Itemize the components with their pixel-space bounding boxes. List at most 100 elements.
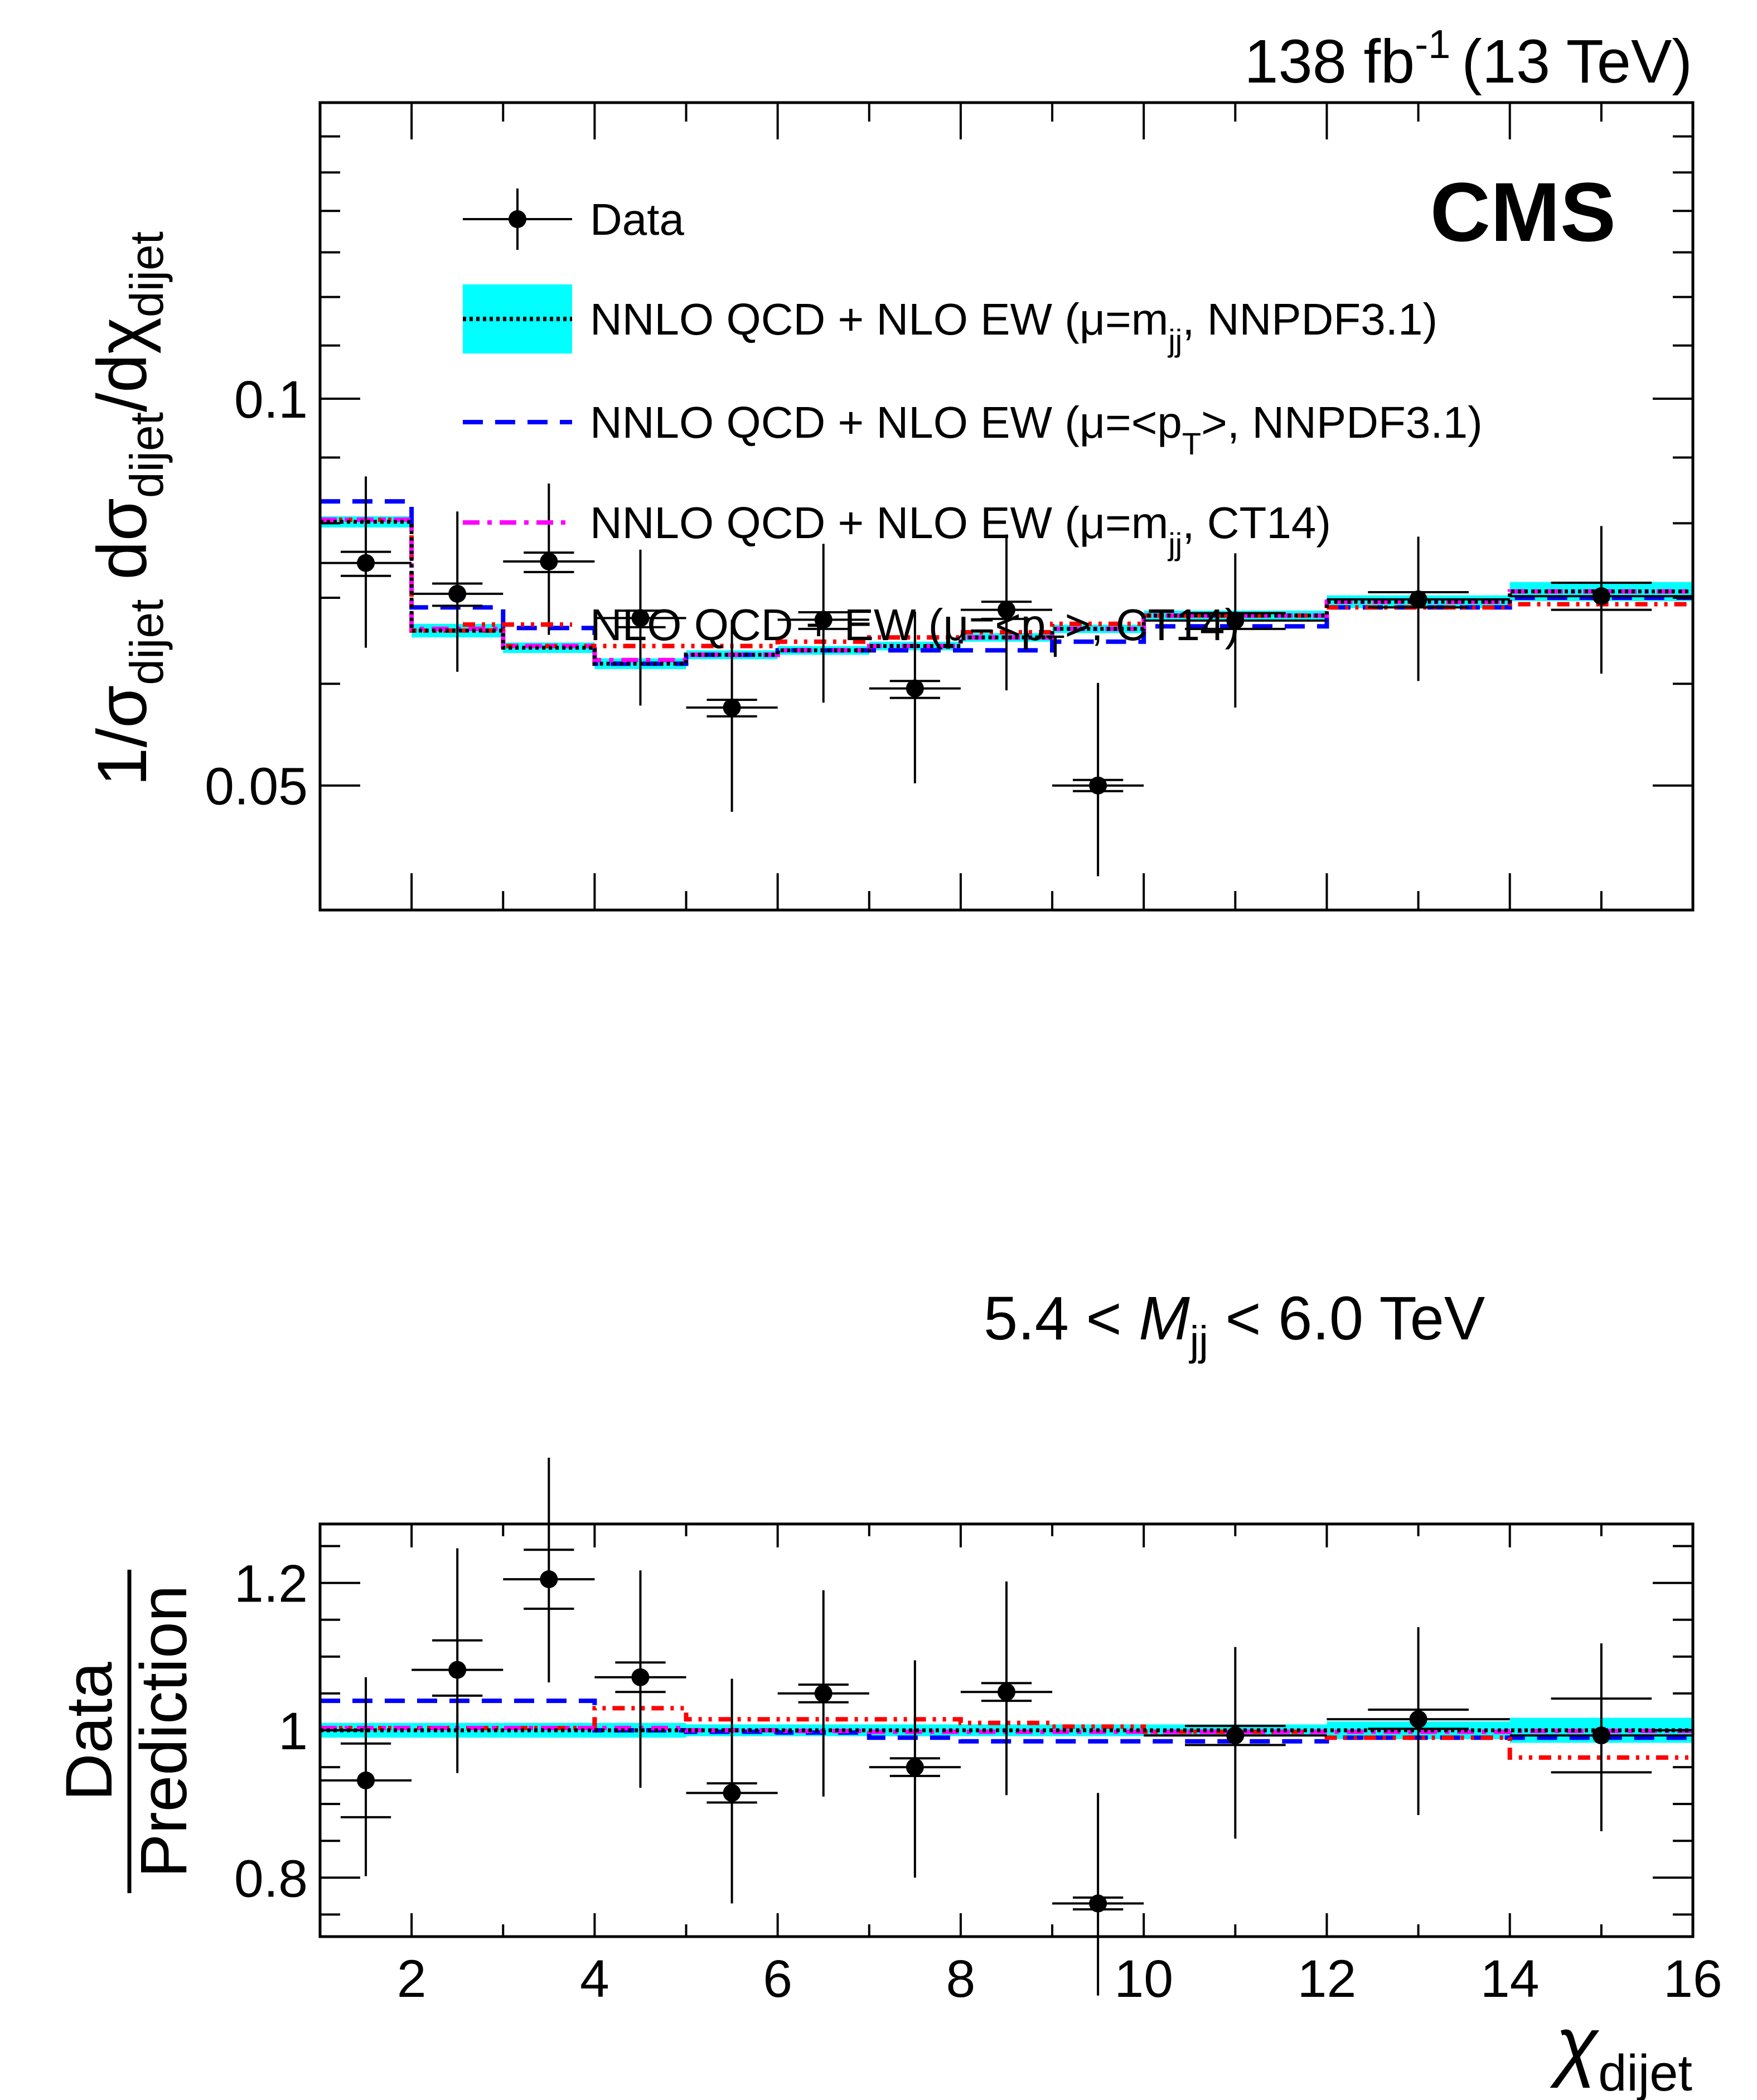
main-data-point: [1327, 536, 1510, 681]
data-marker: [631, 609, 650, 627]
legend-label-sub: jj: [1167, 323, 1182, 358]
legend-label-tail: , CT14): [1182, 498, 1331, 548]
main-y-tick-label: 0.05: [205, 757, 308, 816]
legend-entry: Data: [463, 188, 684, 250]
legend-label-tail: , NNPDF3.1): [1182, 294, 1437, 344]
legend-label-tail: >, NNPDF3.1): [1201, 398, 1483, 447]
x-tick-label: 16: [1663, 1949, 1722, 2009]
main-data-point: [1509, 526, 1693, 674]
data-marker: [814, 611, 832, 629]
legend-label: NLO QCD + EW (μ=<pT>, CT14): [590, 600, 1240, 664]
legend-label-sub: jj: [1167, 526, 1182, 562]
main-data-point: [686, 620, 778, 812]
legend-label-main: Data: [590, 195, 684, 244]
main-data-point: [1052, 683, 1144, 877]
data-marker: [1592, 1726, 1610, 1745]
x-tick-label: 10: [1114, 1949, 1173, 2009]
lumi-energy-label: 138 fb-1 (13 TeV): [1244, 22, 1692, 96]
data-marker: [448, 1661, 467, 1679]
ratio-data-point: [1509, 1643, 1693, 1832]
x-tick-label: 6: [763, 1949, 792, 2009]
x-tick-label: 4: [580, 1949, 609, 2009]
legend-label-main: NNLO QCD + NLO EW (μ=<p: [590, 398, 1182, 447]
main-data-point: [869, 611, 961, 783]
main-data-point: [777, 544, 869, 703]
ratio-plot-frame: [318, 1522, 1695, 1938]
legend-label-main: NNLO QCD + NLO EW (μ=m: [590, 498, 1168, 548]
data-marker: [906, 1758, 924, 1777]
ratio-data-point: [503, 1458, 595, 1683]
x-tick-label: 2: [397, 1949, 427, 2009]
x-tick-label: 8: [946, 1949, 976, 2009]
data-marker: [631, 1668, 650, 1686]
ratio-label-numerator: Data: [52, 1662, 126, 1801]
legend-label-main: NNLO QCD + NLO EW (μ=m: [590, 294, 1168, 344]
data-marker: [1089, 1894, 1107, 1913]
legend-label-main: NLO QCD + EW (μ=<p: [590, 600, 1046, 650]
legend-entry: NNLO QCD + NLO EW (μ=mjj, NNPDF3.1): [463, 284, 1437, 358]
data-marker: [998, 601, 1015, 619]
data-marker: [723, 1784, 741, 1802]
ratio-data-points: [320, 1458, 1693, 1996]
ratio-y-axis-label: Data Prediction: [52, 1570, 201, 1893]
experiment-label: CMS: [1430, 165, 1616, 259]
main-panel: 0.05 0.1 5.4 < Mjj < 6.0 TeV 1/σdijet dσd…: [84, 101, 1695, 1364]
legend-entry: NNLO QCD + NLO EW (μ=<pT>, NNPDF3.1): [463, 398, 1483, 461]
ratio-y-tick-label: 1.2: [234, 1555, 308, 1614]
data-marker: [1226, 611, 1245, 630]
legend-label-sub: T: [1182, 426, 1201, 461]
main-data-point: [960, 534, 1053, 690]
data-marker: [357, 554, 375, 572]
legend-entry: NLO QCD + EW (μ=<pT>, CT14): [463, 600, 1240, 664]
ratio-data-point: [1144, 1647, 1327, 1839]
legend-label: Data: [590, 195, 684, 244]
ratio-data-point: [869, 1660, 961, 1878]
ratio-prediction-lines: [320, 1699, 1693, 1760]
x-tick-label: 12: [1298, 1949, 1357, 2009]
data-marker: [540, 1570, 558, 1589]
ratio-data-point: [594, 1570, 686, 1788]
legend-label-tail: >, CT14): [1065, 600, 1240, 650]
data-marker: [540, 552, 558, 570]
data-marker: [906, 679, 924, 698]
main-y-tick-label: 0.1: [234, 370, 308, 429]
data-marker: [998, 1683, 1015, 1701]
ratio-data-point: [686, 1678, 778, 1904]
data-marker: [1409, 590, 1427, 608]
data-marker: [814, 1684, 832, 1702]
x-axis-label: χdijet: [1550, 2001, 1692, 2100]
x-tick-label: 14: [1480, 1949, 1540, 2009]
ratio-data-point: [1052, 1793, 1144, 1996]
data-marker: [1409, 1710, 1427, 1729]
ratio-data-point: [320, 1677, 412, 1876]
main-data-point: [503, 483, 595, 635]
data-marker: [1226, 1726, 1245, 1745]
data-marker: [1089, 776, 1107, 795]
ratio-y-tick-label: 1: [278, 1702, 308, 1761]
ratio-data-point: [777, 1590, 869, 1797]
legend-label: NNLO QCD + NLO EW (μ=mjj, NNPDF3.1): [590, 294, 1437, 358]
data-marker: [723, 698, 741, 717]
data-marker: [357, 1771, 375, 1789]
main-data-points: [320, 476, 1693, 877]
ratio-series-nlo-ct14-pt: [320, 1706, 1693, 1760]
ratio-data-point: [1327, 1627, 1510, 1815]
mass-range-annotation: 5.4 < Mjj < 6.0 TeV: [984, 1284, 1485, 1364]
ratio-series-nnpdf-pt: [320, 1699, 1693, 1744]
main-prediction-lines: [320, 499, 1693, 666]
data-marker: [1592, 587, 1610, 606]
main-data-point: [594, 549, 686, 706]
main-data-point: [1144, 553, 1327, 708]
ratio-panel: 2 4 6 8 10 12 14 16 0.8 1 1.2 Data Prediction: [52, 1458, 1722, 2009]
main-series-nnpdf-mjj: [320, 520, 1693, 666]
main-y-axis-label: 1/σdijet dσdijet/dχdijet: [84, 231, 173, 786]
main-data-point: [412, 511, 504, 672]
legend-label: NNLO QCD + NLO EW (μ=mjj, CT14): [590, 498, 1331, 562]
main-plot-frame: [318, 101, 1695, 912]
ratio-label-denominator: Prediction: [127, 1585, 201, 1878]
ratio-y-tick-label: 0.8: [234, 1849, 308, 1908]
ratio-axis-ticks: 2 4 6 8 10 12 14 16 0.8 1 1.2: [234, 1524, 1722, 2009]
main-data-point: [320, 476, 412, 648]
legend-data-marker: [509, 210, 526, 228]
